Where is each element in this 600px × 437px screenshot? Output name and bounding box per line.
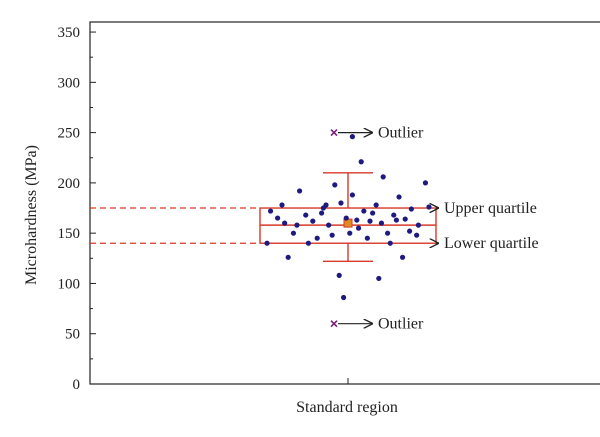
data-point <box>305 240 311 246</box>
y-tick-label: 0 <box>73 377 81 393</box>
data-point <box>332 182 338 188</box>
annotations: Outlier Outlier Upper quartile Lower quarti… <box>338 125 539 333</box>
data-point <box>329 232 335 238</box>
data-point <box>385 230 391 236</box>
data-point <box>408 206 414 212</box>
data-point <box>355 225 362 231</box>
data-point <box>341 294 347 301</box>
data-point <box>343 215 349 221</box>
data-point <box>414 232 420 238</box>
data-point <box>347 230 353 236</box>
data-point <box>364 235 370 241</box>
data-point <box>303 212 309 218</box>
data-point <box>323 202 329 208</box>
data-point <box>376 275 382 282</box>
data-point <box>391 212 397 218</box>
y-tick-label: 200 <box>58 176 81 192</box>
data-point <box>310 218 316 224</box>
y-tick-label: 50 <box>65 327 80 343</box>
y-axis-label: Microhardness (MPa) <box>23 145 40 285</box>
data-point <box>290 230 297 236</box>
data-point <box>422 180 429 186</box>
data-point <box>402 216 408 222</box>
data-point <box>361 208 367 214</box>
data-point <box>349 134 355 140</box>
data-point <box>407 228 413 234</box>
annotation-label: Outlier <box>378 316 424 333</box>
data-points <box>264 134 432 301</box>
data-point <box>349 192 355 198</box>
data-point <box>387 240 393 246</box>
data-point <box>378 220 385 226</box>
y-tick-label: 250 <box>58 126 81 142</box>
data-point <box>294 222 300 228</box>
data-point <box>415 222 421 228</box>
annotation-label: Outlier <box>378 125 424 142</box>
y-tick-label: 100 <box>58 276 81 292</box>
data-point <box>399 254 406 260</box>
data-point <box>370 210 376 216</box>
outliers <box>330 129 338 328</box>
y-axis: 0 50 100 150 200 250 300 350 <box>58 25 96 393</box>
data-point <box>396 194 402 200</box>
outlier-marker <box>330 129 338 137</box>
data-point <box>358 159 364 165</box>
data-point <box>354 217 360 223</box>
data-point <box>279 202 285 208</box>
data-point <box>336 272 342 278</box>
y-tick-label: 300 <box>58 75 81 91</box>
data-point <box>373 202 379 208</box>
x-axis-label: Standard region <box>296 399 398 416</box>
reference-lines <box>90 207 260 244</box>
data-point <box>275 215 281 221</box>
y-tick-label: 350 <box>58 25 81 41</box>
outlier-marker <box>330 320 338 328</box>
data-point <box>282 220 288 226</box>
annotation-label: Upper quartile <box>444 200 537 217</box>
data-point <box>367 218 373 224</box>
data-point <box>393 217 399 223</box>
data-point <box>319 210 325 216</box>
data-point <box>264 240 270 246</box>
y-tick-label: 150 <box>58 226 81 242</box>
data-point <box>380 174 386 180</box>
data-point <box>326 222 332 228</box>
data-point <box>285 254 291 260</box>
data-point <box>426 204 432 210</box>
data-point <box>314 235 320 241</box>
data-point <box>338 200 344 206</box>
data-point <box>267 208 274 214</box>
annotation-label: Lower quartile <box>444 235 539 252</box>
data-point <box>297 188 303 194</box>
